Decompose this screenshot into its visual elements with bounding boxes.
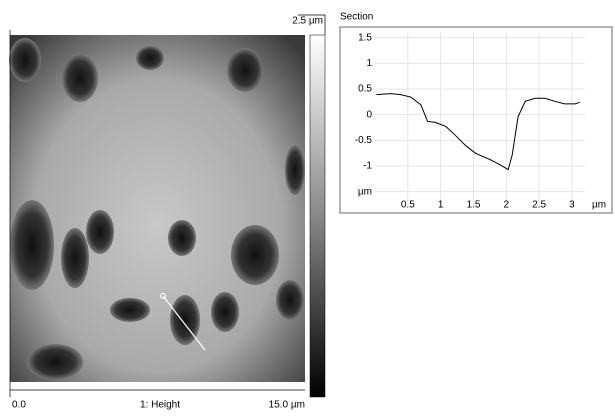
y-tick-label: 0.5 bbox=[358, 84, 372, 95]
x-tick-label: 2.5 bbox=[532, 200, 546, 211]
x-start: 0.0 bbox=[12, 400, 26, 411]
x-tick-label: 2 bbox=[503, 200, 509, 211]
y-tick-label: -0.5 bbox=[355, 135, 373, 146]
x-tick-label: 3 bbox=[569, 200, 575, 211]
x-axis-unit: µm bbox=[592, 200, 606, 211]
y-tick-label: 1 bbox=[366, 58, 372, 69]
channel-label: 1: Height bbox=[140, 400, 180, 411]
y-tick-label: -1 bbox=[363, 161, 372, 172]
chart-title: Section bbox=[340, 12, 373, 23]
y-tick-label: 1.5 bbox=[358, 32, 372, 43]
section-line bbox=[376, 93, 580, 171]
afm-image bbox=[9, 35, 305, 382]
scale-top: 2.5 µm bbox=[292, 16, 323, 27]
x-end: 15.0 µm bbox=[269, 400, 305, 411]
section-frame bbox=[339, 26, 613, 214]
x-tick-label: 1.5 bbox=[466, 200, 480, 211]
color-bar bbox=[309, 34, 326, 398]
x-tick-label: 0.5 bbox=[401, 200, 415, 211]
x-tick-label: 1 bbox=[438, 200, 444, 211]
y-tick-label: µm bbox=[358, 186, 372, 197]
y-tick-label: 0 bbox=[366, 109, 372, 120]
